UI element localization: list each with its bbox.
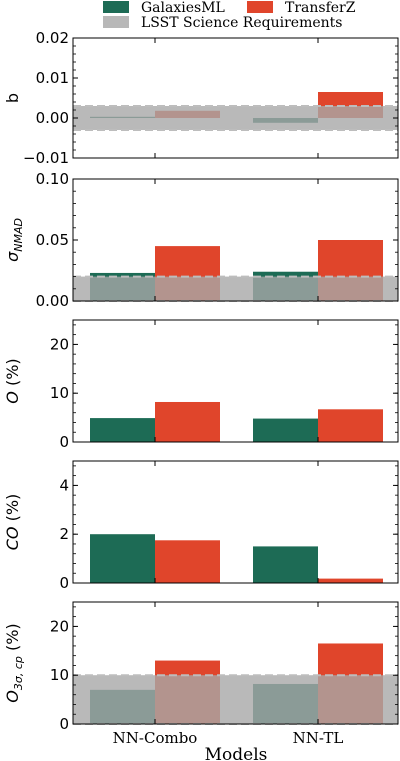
y-axis-label: O (%) xyxy=(3,358,22,403)
axes-frame xyxy=(72,37,399,159)
legend-swatch-lsst xyxy=(103,16,129,28)
bar-transferz-nn-tl xyxy=(318,578,383,583)
y-axis-label: b xyxy=(3,93,22,103)
x-tick-label-nn-tl: NN-TL xyxy=(293,729,344,747)
y-tick-label: −0.01 xyxy=(23,149,69,167)
bar-galaxiesml-nn-combo xyxy=(90,534,155,583)
y-axis-label: CO (%) xyxy=(3,494,22,551)
panel-2: 0.00 0.05 0.10 σNMAD xyxy=(3,170,399,310)
axes-frame xyxy=(72,601,399,725)
panel-3: 0 10 20 O (%) xyxy=(3,319,399,451)
x-tick-label-nn-combo: NN-Combo xyxy=(113,729,198,747)
y-tick-label: 0.00 xyxy=(36,292,69,310)
bar-galaxiesml-nn-combo xyxy=(90,418,155,442)
legend-label-transferz: TransferZ xyxy=(285,0,356,16)
axes-frame xyxy=(72,319,399,443)
y-tick-label: 0 xyxy=(59,574,69,592)
legend-label-galaxiesml: GalaxiesML xyxy=(141,0,225,16)
bar-galaxiesml-nn-tl xyxy=(253,418,318,442)
y-tick-label: 4 xyxy=(59,476,69,494)
y-tick-label: 0 xyxy=(59,433,69,451)
y-tick-label: 0 xyxy=(59,715,69,733)
y-tick-label: 0.10 xyxy=(36,170,69,188)
bar-galaxiesml-nn-tl xyxy=(253,546,318,583)
lsst-requirement-band xyxy=(73,276,398,301)
y-tick-label: 10 xyxy=(50,384,69,402)
legend-swatch-transferz xyxy=(247,1,273,13)
panel-4: 0 2 4 CO (%) xyxy=(3,460,399,592)
y-tick-label: 20 xyxy=(50,335,69,353)
y-tick-label: 0.00 xyxy=(36,109,69,127)
lsst-requirement-band xyxy=(73,675,398,724)
bar-transferz-nn-tl xyxy=(318,409,383,442)
panel-5: 0 10 20 O3σ, cp (%) xyxy=(3,601,399,733)
legend-label-lsst: LSST Science Requirements xyxy=(141,15,342,31)
y-tick-label: 0.05 xyxy=(36,231,69,249)
y-tick-label: 10 xyxy=(50,666,69,684)
panel-1: −0.01 0.00 0.01 0.02 b xyxy=(3,29,399,167)
x-axis-title: Models xyxy=(205,745,268,761)
y-axis-label: O3σ, cp (%) xyxy=(3,623,25,702)
legend: GalaxiesML TransferZ LSST Science Requir… xyxy=(103,0,356,31)
bar-transferz-nn-combo xyxy=(155,401,220,442)
y-axis-label: σNMAD xyxy=(3,218,25,262)
y-tick-label: 2 xyxy=(59,525,69,543)
y-tick-label: 0.01 xyxy=(36,69,69,87)
y-tick-label: 0.02 xyxy=(36,29,69,47)
legend-swatch-galaxiesml xyxy=(103,1,129,13)
axes-frame xyxy=(72,460,399,584)
y-tick-label: 20 xyxy=(50,617,69,635)
lsst-requirement-band xyxy=(73,106,398,130)
bar-transferz-nn-combo xyxy=(155,540,220,583)
panels: −0.010.000.010.02b0.000.050.10σNMAD01020… xyxy=(3,29,399,733)
